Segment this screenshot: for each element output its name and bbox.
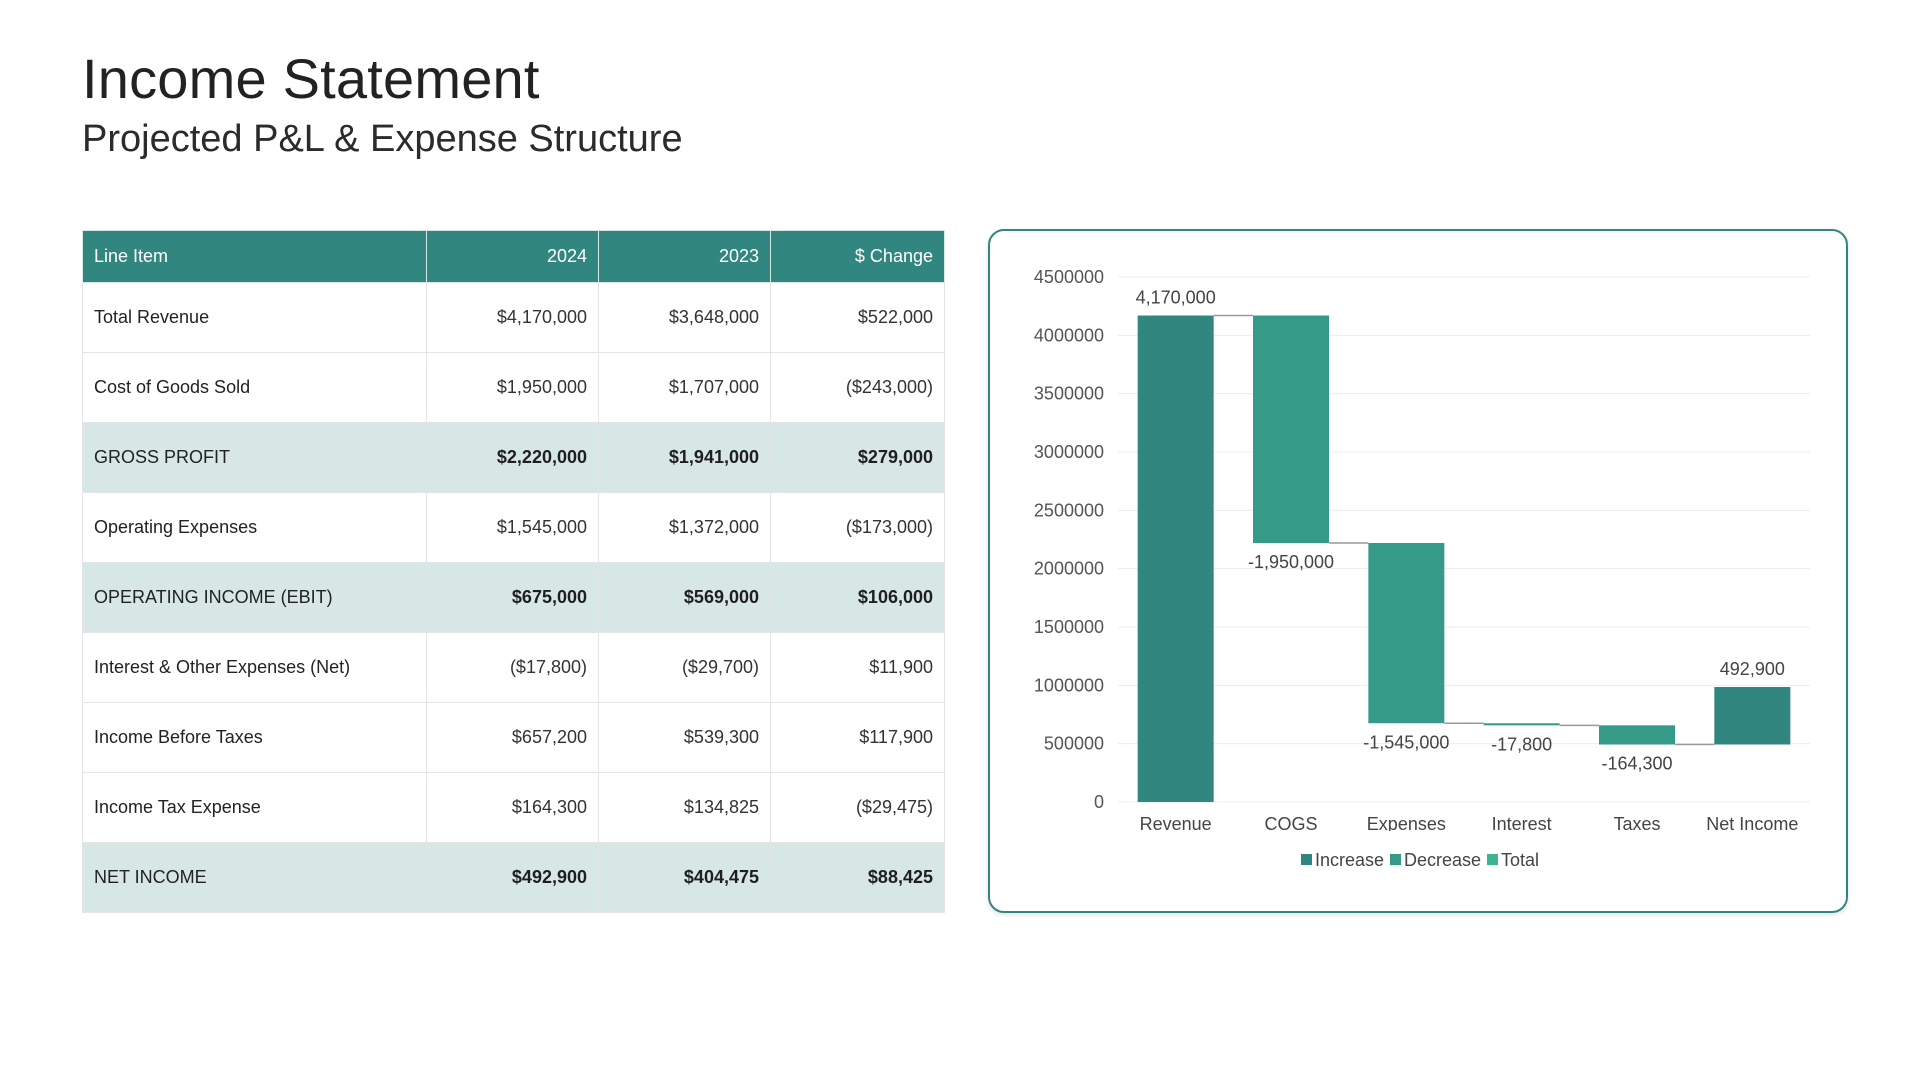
cell-2024: ($17,800) <box>426 632 599 703</box>
table-row: OPERATING INCOME (EBIT) $675,000 $569,000 $… <box>82 562 945 633</box>
bar-interest <box>1483 723 1560 726</box>
legend-item-decrease: Decrease <box>1389 850 1482 871</box>
income-statement-table-container: Line Item 2024 2023 $ Change Total Reven… <box>82 230 945 913</box>
table-row: GROSS PROFIT $2,220,000 $1,941,000 $279,000 <box>82 422 945 493</box>
page-subtitle: Projected P&L & Expense Structure <box>82 118 683 160</box>
cell-change: $522,000 <box>770 282 945 353</box>
table-row: Income Before Taxes $657,200 $539,300 $117,… <box>82 702 945 773</box>
y-tick-label: 3500000 <box>1034 384 1104 404</box>
cell-2024: $164,300 <box>426 772 599 843</box>
data-label: -1,950,000 <box>1248 552 1334 572</box>
table-header: Line Item 2024 2023 $ Change <box>82 230 945 283</box>
data-label: 492,900 <box>1720 659 1785 679</box>
cell-2024: $2,220,000 <box>426 422 599 493</box>
cell-2023: $539,300 <box>598 702 771 773</box>
row-label: Interest & Other Expenses (Net) <box>82 632 427 703</box>
bar-cogs <box>1253 315 1329 543</box>
x-category-label: Taxes <box>1613 814 1660 831</box>
waterfall-chart-card: 0 500000 1000000 1500000 2000000 2500000 30000… <box>988 229 1848 913</box>
x-category-label: COGS <box>1264 814 1317 831</box>
cell-2023: $569,000 <box>598 562 771 633</box>
x-category-label: Net Income <box>1706 814 1798 831</box>
cell-change: ($243,000) <box>770 352 945 423</box>
cell-2024: $492,900 <box>426 842 599 913</box>
x-category-label: Expenses <box>1367 814 1446 831</box>
y-tick-label: 0 <box>1094 792 1104 812</box>
table-header-row: Line Item 2024 2023 $ Change <box>82 230 945 283</box>
data-label: -17,800 <box>1491 734 1552 754</box>
x-category-label: Interest <box>1492 814 1552 831</box>
cell-2024: $675,000 <box>426 562 599 633</box>
column-header-2023: 2023 <box>598 230 771 283</box>
legend-label: Decrease <box>1403 850 1482 870</box>
cell-2023: $404,475 <box>598 842 771 913</box>
bar-net-income <box>1714 686 1791 745</box>
y-tick-label: 1500000 <box>1034 617 1104 637</box>
cell-change: $11,900 <box>770 632 945 703</box>
cell-change: $279,000 <box>770 422 945 493</box>
y-tick-label: 3000000 <box>1034 442 1104 462</box>
data-label: 4,170,000 <box>1136 288 1216 308</box>
y-tick-label: 4500000 <box>1034 267 1104 287</box>
cell-2023: ($29,700) <box>598 632 771 703</box>
table-row: NET INCOME $492,900 $404,475 $88,425 <box>82 842 945 913</box>
y-tick-label: 2000000 <box>1034 559 1104 579</box>
page-title: Income Statement <box>82 47 540 110</box>
cell-change: ($173,000) <box>770 492 945 563</box>
table-row: Operating Expenses $1,545,000 $1,372,000 ($… <box>82 492 945 563</box>
legend-swatch-total <box>1487 853 1499 865</box>
cell-2023: $1,707,000 <box>598 352 771 423</box>
cell-change: $88,425 <box>770 842 945 913</box>
row-label: Income Tax Expense <box>82 772 427 843</box>
row-label: OPERATING INCOME (EBIT) <box>82 562 427 633</box>
cell-2023: $3,648,000 <box>598 282 771 353</box>
cell-change: $117,900 <box>770 702 945 773</box>
cell-2024: $657,200 <box>426 702 599 773</box>
row-label: GROSS PROFIT <box>82 422 427 493</box>
y-tick-label: 2500000 <box>1034 500 1104 520</box>
table-row: Total Revenue $4,170,000 $3,648,000 $522,00… <box>82 282 945 353</box>
legend-swatch-decrease <box>1389 853 1401 865</box>
cell-change: ($29,475) <box>770 772 945 843</box>
row-label: Operating Expenses <box>82 492 427 563</box>
y-tick-label: 1000000 <box>1034 675 1104 695</box>
legend-item-total: Total <box>1487 850 1539 871</box>
cell-2023: $1,372,000 <box>598 492 771 563</box>
row-label: Total Revenue <box>82 282 427 353</box>
column-header-2024: 2024 <box>426 230 599 283</box>
income-statement-table: Line Item 2024 2023 $ Change Total Reven… <box>82 230 945 913</box>
cell-change: $106,000 <box>770 562 945 633</box>
row-label: Income Before Taxes <box>82 702 427 773</box>
column-header-change: $ Change <box>770 230 945 283</box>
chart-legend: Increase Decrease Total <box>990 850 1850 871</box>
table-body: Total Revenue $4,170,000 $3,648,000 $522,00… <box>82 282 945 913</box>
row-label: NET INCOME <box>82 842 427 913</box>
row-label: Cost of Goods Sold <box>82 352 427 423</box>
legend-item-increase: Increase <box>1300 850 1384 871</box>
legend-label: Total <box>1501 850 1540 870</box>
y-tick-label: 500000 <box>1044 734 1104 754</box>
table-row: Interest & Other Expenses (Net) ($17,800)… <box>82 632 945 703</box>
column-header-line-item: Line Item <box>82 230 427 283</box>
cell-2024: $1,545,000 <box>426 492 599 563</box>
data-label: -1,545,000 <box>1363 732 1449 752</box>
bar-taxes <box>1599 725 1675 745</box>
cell-2023: $134,825 <box>598 772 771 843</box>
cell-2023: $1,941,000 <box>598 422 771 493</box>
bar-revenue <box>1137 315 1214 802</box>
y-tick-label: 4000000 <box>1034 325 1104 345</box>
x-category-label: Revenue <box>1140 814 1212 831</box>
bar-expenses <box>1368 543 1445 724</box>
legend-label: Increase <box>1314 850 1384 870</box>
waterfall-chart: 0 500000 1000000 1500000 2000000 2500000 30000… <box>1034 267 1810 831</box>
legend-swatch-increase <box>1300 853 1312 865</box>
table-row: Cost of Goods Sold $1,950,000 $1,707,000 ($… <box>82 352 945 423</box>
cell-2024: $1,950,000 <box>426 352 599 423</box>
cell-2024: $4,170,000 <box>426 282 599 353</box>
table-row: Income Tax Expense $164,300 $134,825 ($29,4… <box>82 772 945 843</box>
data-label: -164,300 <box>1601 753 1672 773</box>
